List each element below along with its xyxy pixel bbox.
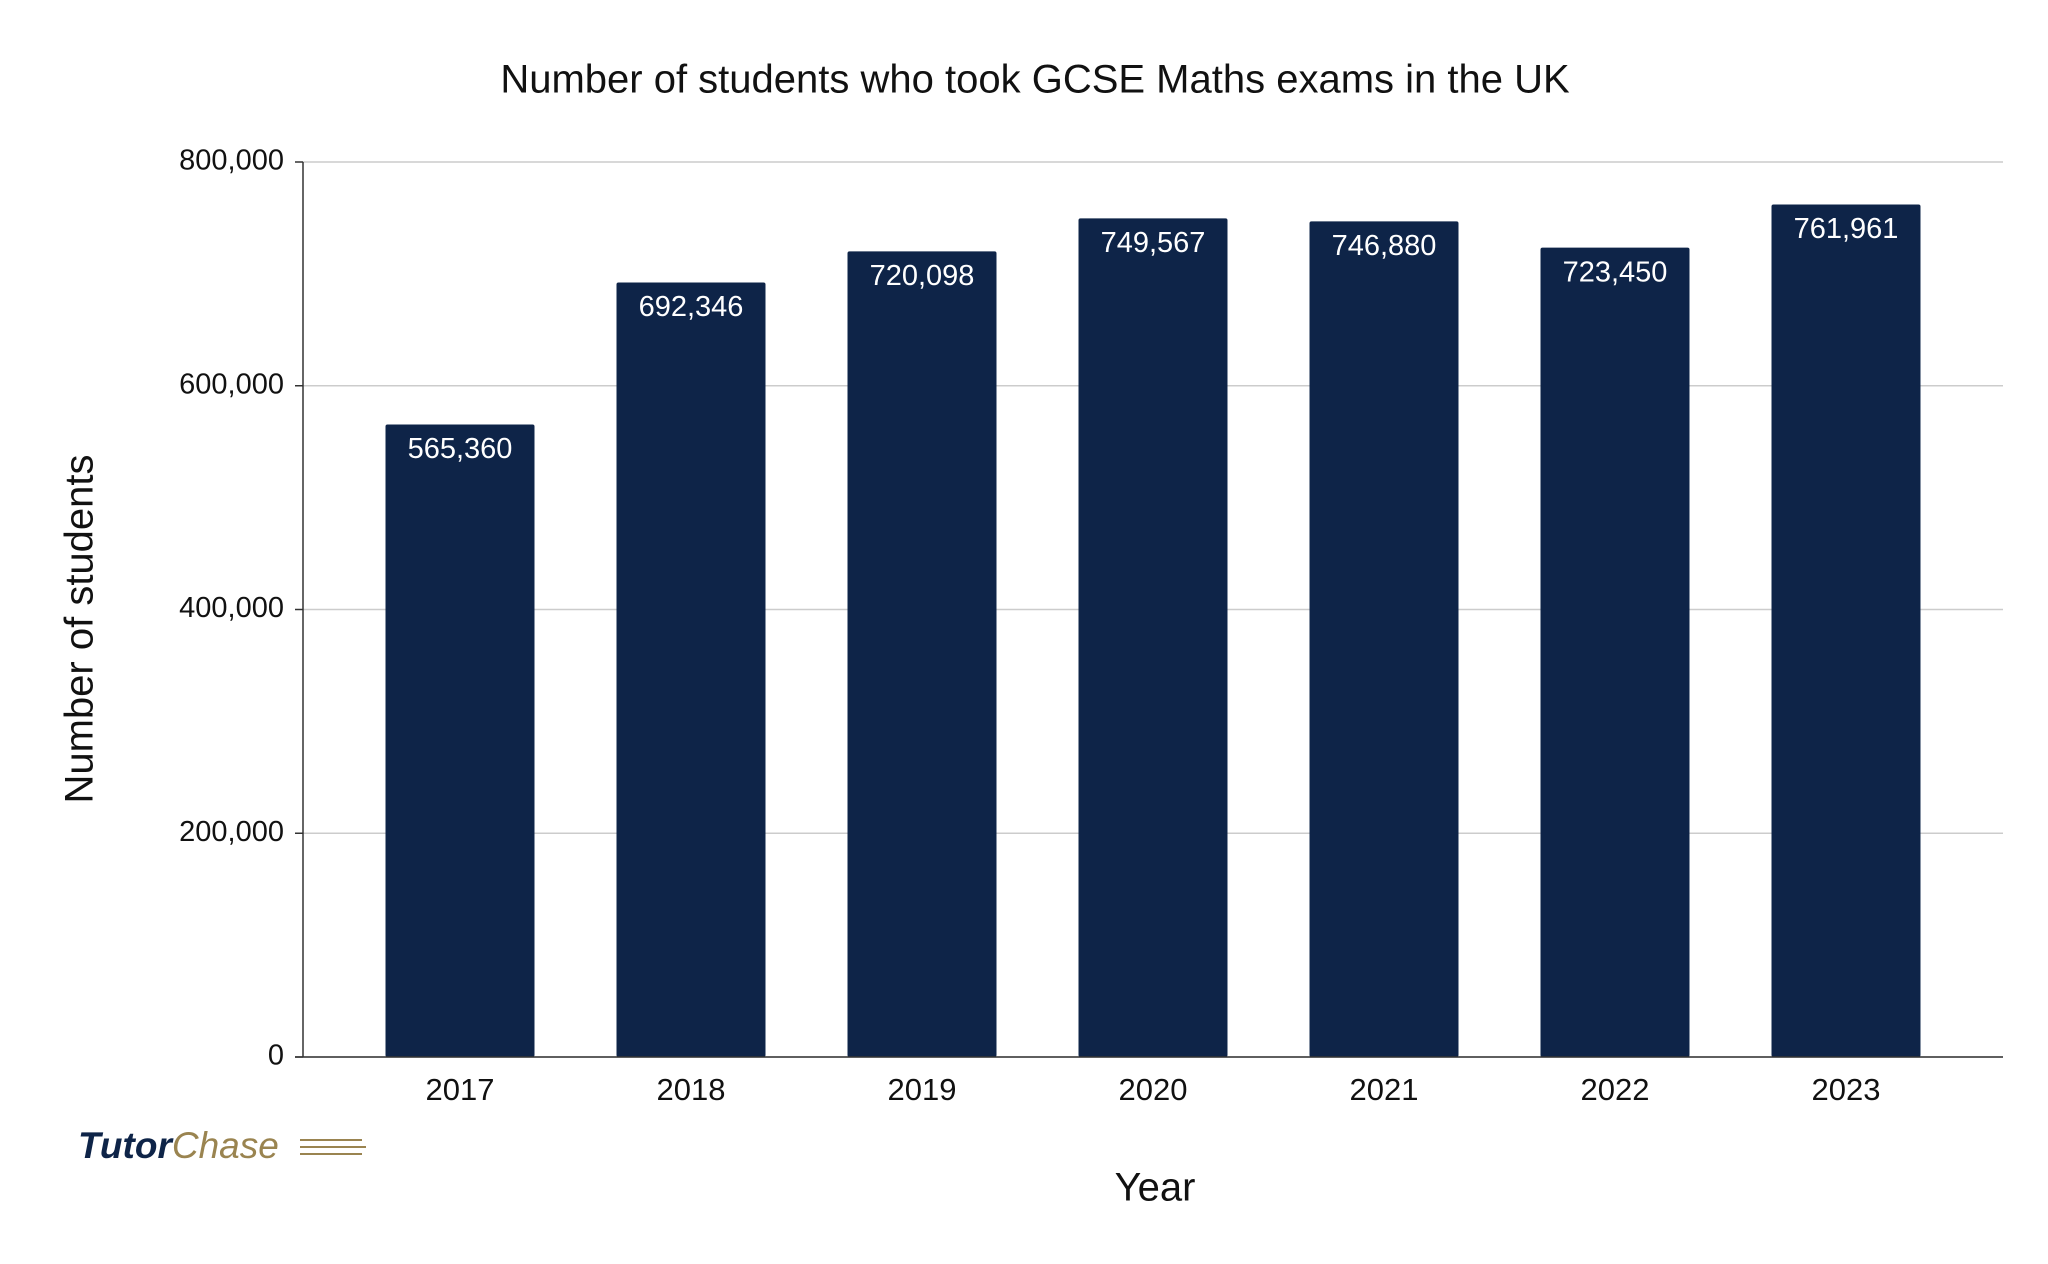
value-label: 746,880: [1332, 230, 1437, 262]
y-tick-label: 800,000: [179, 145, 284, 177]
watermark: TutorChase: [78, 1125, 279, 1166]
x-tick-label: 2017: [426, 1072, 495, 1107]
bar: [1540, 247, 1690, 1057]
bar: [1771, 204, 1921, 1057]
bar: [847, 251, 997, 1057]
bar: [616, 282, 766, 1057]
value-label: 723,450: [1563, 256, 1668, 288]
x-axis-label: Year: [1115, 1166, 1196, 1210]
y-tick-label: 600,000: [179, 368, 284, 400]
y-tick-label: 400,000: [179, 592, 284, 624]
bar: [1309, 221, 1459, 1058]
y-tick-label: 0: [268, 1040, 284, 1072]
watermark-lines: [300, 1139, 366, 1155]
value-label: 565,360: [408, 433, 513, 465]
x-tick-label: 2019: [888, 1072, 957, 1107]
watermark-part: Tutor: [78, 1125, 174, 1166]
value-label: 761,961: [1794, 213, 1899, 245]
value-label: 749,567: [1101, 227, 1206, 259]
x-tick-label: 2023: [1812, 1072, 1881, 1107]
x-tick-label: 2018: [657, 1072, 726, 1107]
y-axis-label: Number of students: [58, 454, 102, 803]
bar: [385, 424, 535, 1057]
watermark-part: Chase: [172, 1125, 279, 1166]
value-label: 720,098: [870, 260, 975, 292]
x-tick-label: 2021: [1350, 1072, 1419, 1107]
x-tick-label: 2022: [1581, 1072, 1650, 1107]
x-tick-label: 2020: [1119, 1072, 1188, 1107]
value-label: 692,346: [639, 291, 744, 323]
chart-title: Number of students who took GCSE Maths e…: [500, 58, 1570, 102]
y-tick-label: 200,000: [179, 816, 284, 848]
bar: [1078, 218, 1228, 1057]
